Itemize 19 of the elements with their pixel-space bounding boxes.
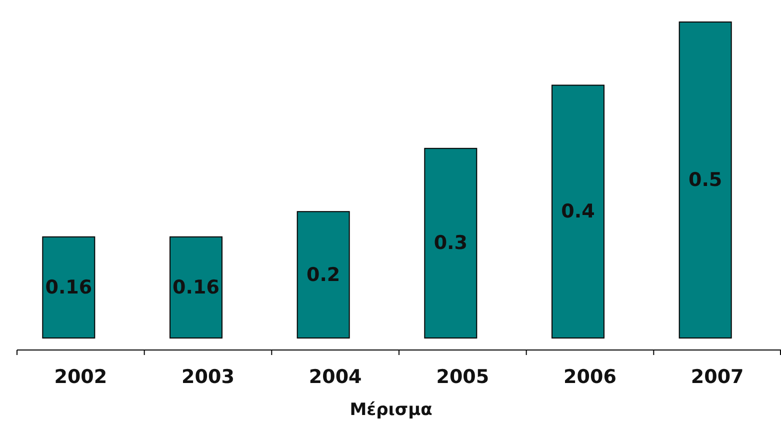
x-tick-label: 2004 [308,366,362,388]
bar [678,22,732,338]
x-axis-title: Μέρισμα [350,400,432,420]
x-tick-label: 2007 [690,366,744,388]
data-label: 0.5 [688,169,722,191]
bar [552,84,604,338]
bar [296,211,350,338]
bar [424,148,478,338]
data-label: 0.16 [45,276,92,298]
data-label: 0.4 [561,200,595,223]
bar [170,236,222,338]
data-label: 0.16 [172,276,220,298]
x-tick-label: 2002 [54,366,108,388]
x-tick-label: 2006 [564,366,616,388]
data-label: 0.2 [306,264,340,286]
data-label: 0.3 [434,232,468,254]
x-tick-label: 2005 [436,366,490,388]
bar [42,236,96,338]
x-tick-label: 2003 [182,366,234,388]
